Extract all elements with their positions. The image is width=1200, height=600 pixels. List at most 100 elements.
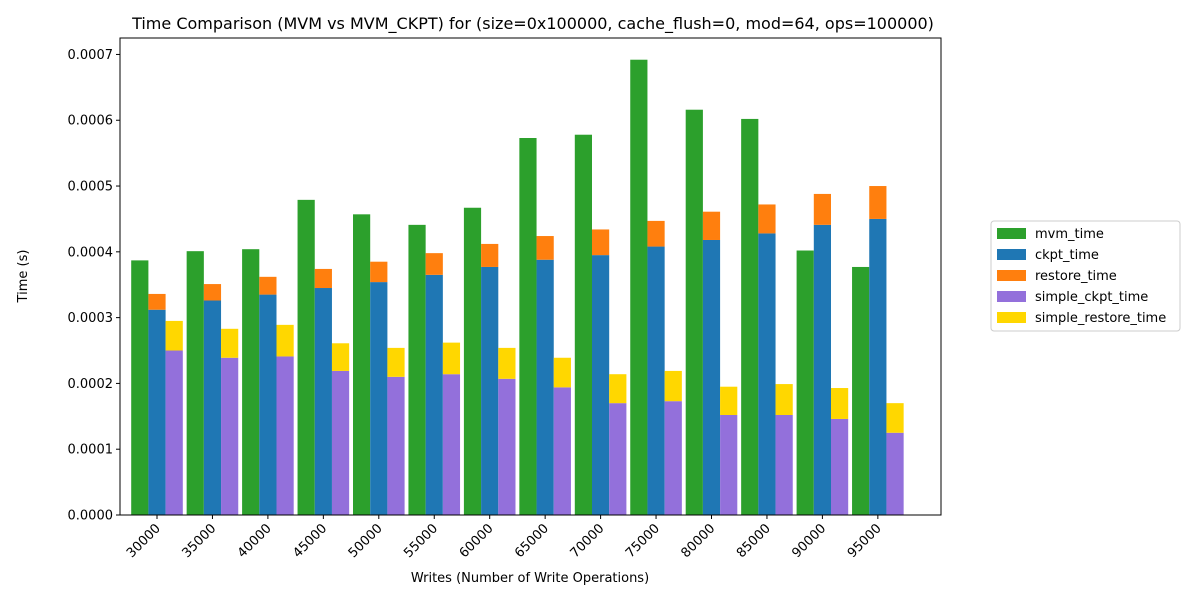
bar-simple-restore-time <box>498 347 516 379</box>
bar-ckpt-time <box>481 266 499 515</box>
legend-frame <box>990 220 1181 332</box>
bar-simple-ckpt-time <box>664 401 682 515</box>
bar-simple-restore-time <box>664 370 682 402</box>
bar-mvm-time <box>242 249 260 515</box>
x-tick-label: 75000 <box>623 521 663 561</box>
legend-label-simple-restore-time: simple_restore_time <box>1035 311 1166 326</box>
bar-mvm-time <box>353 214 371 516</box>
bar-ckpt-time <box>259 294 277 515</box>
bar-simple-ckpt-time <box>165 350 183 515</box>
y-tick-label: 0.0006 <box>68 114 114 129</box>
bar-simple-restore-time <box>831 388 849 419</box>
y-axis-label: Time (s) <box>16 250 31 304</box>
x-tick-label: 90000 <box>789 521 829 561</box>
x-tick-label: 45000 <box>290 521 330 561</box>
bar-simple-ckpt-time <box>775 414 793 515</box>
bar-restore-time <box>813 193 831 225</box>
bar-simple-restore-time <box>775 384 793 415</box>
bar-restore-time <box>481 243 499 267</box>
bar-restore-time <box>869 186 887 219</box>
bar-simple-ckpt-time <box>442 374 461 515</box>
bar-restore-time <box>370 261 388 283</box>
bar-restore-time <box>592 229 610 256</box>
bar-ckpt-time <box>203 300 222 515</box>
y-tick-label: 0.0001 <box>68 443 114 458</box>
x-tick-label: 85000 <box>734 521 774 561</box>
bar-ckpt-time <box>425 274 443 515</box>
legend-label-restore-time: restore_time <box>1035 269 1117 284</box>
bar-mvm-time <box>741 118 759 516</box>
bar-simple-restore-time <box>553 357 571 388</box>
bar-simple-ckpt-time <box>276 356 294 515</box>
x-tick-label: 35000 <box>179 521 219 561</box>
bar-simple-restore-time <box>886 403 904 433</box>
y-tick-label: 0.0007 <box>68 48 114 63</box>
bar-simple-ckpt-time <box>221 357 239 515</box>
bar-ckpt-time <box>702 239 721 515</box>
x-axis: 30000 35000 40000 45000 50000 55000 60000 65000… <box>124 515 885 561</box>
bar-simple-restore-time <box>221 328 239 358</box>
bar-simple-ckpt-time <box>609 403 627 515</box>
legend-swatch-ckpt-time <box>997 249 1026 260</box>
bar-simple-restore-time <box>442 342 461 375</box>
x-tick-label: 40000 <box>235 521 275 561</box>
bar-mvm-time <box>408 224 426 515</box>
bar-simple-ckpt-time <box>886 432 904 515</box>
bar-simple-restore-time <box>331 343 350 371</box>
bar-mvm-time <box>630 59 648 515</box>
bar-mvm-time <box>796 250 814 515</box>
legend-swatch-restore-time <box>997 270 1026 281</box>
y-tick-label: 0.0000 <box>68 509 114 524</box>
bar-restore-time <box>203 284 222 301</box>
legend-swatch-mvm-time <box>997 228 1026 239</box>
bar-ckpt-time <box>758 233 776 515</box>
bar-simple-ckpt-time <box>498 378 516 515</box>
chart-title: Time Comparison (MVM vs MVM_CKPT) for (s… <box>131 14 934 34</box>
bar-simple-ckpt-time <box>387 376 405 515</box>
bar-simple-restore-time <box>276 324 294 357</box>
legend-swatch-simple-ckpt-time <box>997 291 1026 302</box>
bar-restore-time <box>148 293 166 310</box>
bar-simple-ckpt-time <box>553 387 571 515</box>
y-tick-label: 0.0004 <box>68 245 114 260</box>
x-tick-label: 80000 <box>678 521 718 561</box>
bar-simple-ckpt-time <box>331 370 350 515</box>
y-axis: 0.0000 0.0001 0.0002 0.0003 0.0004 0.0005 0.00… <box>68 48 120 524</box>
bar-mvm-time <box>685 109 703 516</box>
x-axis-label: Writes (Number of Write Operations) <box>411 571 649 586</box>
bar-ckpt-time <box>592 255 610 515</box>
bar-simple-restore-time <box>609 374 627 404</box>
x-tick-label: 65000 <box>512 521 552 561</box>
bar-mvm-time <box>297 199 315 516</box>
bar-restore-time <box>259 276 277 295</box>
x-tick-label: 50000 <box>346 521 386 561</box>
bar-simple-restore-time <box>720 386 738 415</box>
y-tick-label: 0.0002 <box>68 377 114 392</box>
bar-ckpt-time <box>536 259 554 515</box>
bar-ckpt-time <box>370 282 388 515</box>
x-tick-label: 60000 <box>457 521 497 561</box>
bar-mvm-time <box>131 260 149 515</box>
x-tick-label: 55000 <box>401 521 441 561</box>
x-tick-label: 30000 <box>124 521 164 561</box>
bar-ckpt-time <box>314 288 332 515</box>
bar-mvm-time <box>463 207 482 515</box>
legend-label-ckpt-time: ckpt_time <box>1035 248 1099 263</box>
bar-restore-time <box>314 268 332 289</box>
plot-area-frame <box>119 37 942 516</box>
bar-restore-time <box>702 211 721 240</box>
bar-simple-restore-time <box>387 347 405 377</box>
x-tick-label: 70000 <box>568 521 608 561</box>
bar-ckpt-time <box>869 218 887 515</box>
x-tick-label: 95000 <box>845 521 885 561</box>
bar-ckpt-time <box>148 309 166 515</box>
bar-restore-time <box>425 253 443 275</box>
bar-simple-ckpt-time <box>720 414 738 515</box>
legend-swatch-simple-restore-time <box>997 312 1026 323</box>
bar-simple-ckpt-time <box>831 418 849 515</box>
legend-label-mvm-time: mvm_time <box>1035 227 1104 242</box>
legend: mvm_time ckpt_time restore_time simple_ckpt… <box>990 220 1181 332</box>
bar-ckpt-time <box>647 246 665 515</box>
bar-restore-time <box>536 236 554 260</box>
bar-mvm-time <box>186 251 204 515</box>
